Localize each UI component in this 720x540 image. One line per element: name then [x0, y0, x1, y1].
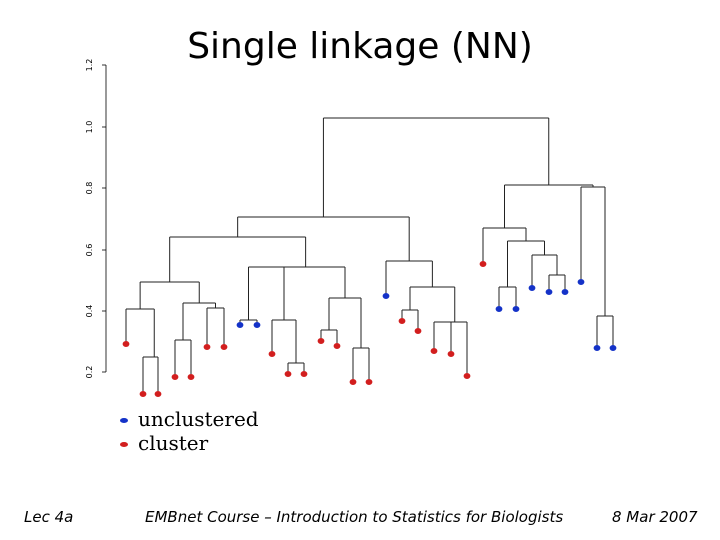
dendrogram-leaf	[609, 345, 617, 351]
dendrogram-leaf	[545, 289, 553, 295]
dendrogram-leaf	[187, 374, 195, 380]
dendrogram-leaf	[139, 391, 147, 397]
y-tick-label: 0.2	[85, 366, 94, 379]
tree-lines	[125, 117, 614, 394]
dendrogram-leaf	[122, 341, 130, 347]
dendrogram-leaf	[479, 261, 487, 267]
y-tick-label: 1.0	[85, 121, 94, 134]
dendrogram-leaf	[203, 344, 211, 350]
dendrogram-leaf	[593, 345, 601, 351]
dendrogram-leaf	[253, 322, 261, 328]
legend-marker-unclustered	[120, 418, 128, 423]
legend-label-cluster: cluster	[138, 431, 209, 455]
dendrogram-leaf	[414, 328, 422, 334]
dendrogram-leaf	[365, 379, 373, 385]
dendrogram-leaf	[512, 306, 520, 312]
dendrogram-leaf	[349, 379, 357, 385]
dendrogram-leaf	[447, 351, 455, 357]
legend-item-cluster: cluster	[120, 431, 208, 455]
legend-marker-cluster	[120, 442, 128, 447]
dendrogram-leaf	[333, 343, 341, 349]
dendrogram-leaf	[430, 348, 438, 354]
dendrogram-leaf	[528, 285, 536, 291]
y-tick-label: 1.2	[85, 59, 94, 72]
dendrogram-leaf	[171, 374, 179, 380]
dendrogram-leaf	[495, 306, 503, 312]
dendrogram-leaf	[284, 371, 292, 377]
tree-leaves	[122, 261, 617, 397]
legend-label-unclustered: unclustered	[138, 407, 259, 431]
dendrogram-leaf	[220, 344, 228, 350]
dendrogram-leaf	[300, 371, 308, 377]
dendrogram-leaf	[398, 318, 406, 324]
dendrogram-leaf	[561, 289, 569, 295]
dendrogram-leaf	[268, 351, 276, 357]
dendrogram-leaf	[317, 338, 325, 344]
y-tick-label: 0.6	[85, 244, 94, 257]
y-tick-label: 0.4	[85, 305, 94, 318]
slide-title: Single linkage (NN)	[187, 26, 533, 67]
footer-date: 8 Mar 2007	[612, 508, 698, 526]
dendrogram-leaf	[577, 279, 585, 285]
footer-course: EMBnet Course – Introduction to Statisti…	[145, 508, 564, 526]
dendrogram-leaf	[154, 391, 162, 397]
footer-lecture: Lec 4a	[24, 508, 74, 526]
y-axis: 1.2 1.0 0.8 0.6 0.4 0.2	[85, 59, 107, 379]
dendrogram-leaf	[382, 293, 390, 299]
legend-item-unclustered: unclustered	[120, 407, 259, 431]
dendrogram-leaf	[463, 373, 471, 379]
y-tick-label: 0.8	[85, 182, 94, 195]
dendrogram-leaf	[236, 322, 244, 328]
